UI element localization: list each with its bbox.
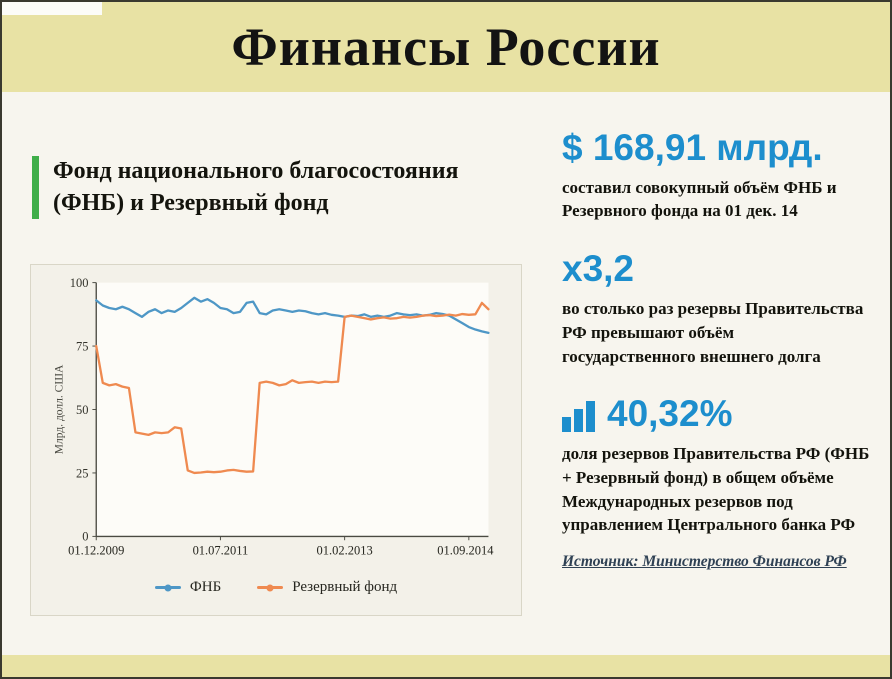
svg-text:50: 50 (76, 403, 88, 417)
svg-text:01.09.2014: 01.09.2014 (437, 544, 494, 558)
svg-text:100: 100 (70, 276, 89, 290)
bar-chart-icon (562, 401, 595, 435)
legend-marker-reserve-icon (257, 586, 284, 589)
stat-multiplier-value: х3,2 (562, 248, 635, 290)
legend-item-reserve: Резервный фонд (257, 579, 397, 596)
source-link[interactable]: Источник: Министерство Финансов РФ (562, 553, 847, 571)
corner-decoration (2, 2, 102, 15)
stat-total-volume: $ 168,91 млрд. составил совокупный объём… (562, 127, 870, 223)
stat-multiplier: х3,2 во столько раз резервы Правительств… (562, 249, 870, 368)
legend-marker-fnb-icon (154, 586, 181, 589)
stat-multiplier-caption: во столько раз резервы Правительства РФ … (562, 298, 864, 366)
svg-text:0: 0 (82, 530, 88, 544)
page-title: Финансы России (231, 17, 661, 77)
svg-text:75: 75 (76, 339, 88, 353)
section-heading: Фонд национального благосостояния (ФНБ) … (32, 155, 530, 220)
legend-item-fnb: ФНБ (154, 579, 222, 596)
stat-reserve-share-row: 40,32% (562, 394, 870, 435)
chart-legend: ФНБ Резервный фонд (31, 579, 521, 596)
svg-text:01.07.2011: 01.07.2011 (193, 544, 249, 558)
legend-label-fnb: ФНБ (189, 579, 222, 595)
svg-text:01.12.2009: 01.12.2009 (68, 544, 124, 558)
stat-total-volume-caption: составил совокупный объём ФНБ и Резервно… (562, 177, 837, 221)
stats-column: $ 168,91 млрд. составил совокупный объём… (562, 127, 870, 571)
stat-reserve-share: 40,32% доля резервов Правительства РФ (Ф… (562, 394, 870, 537)
svg-text:25: 25 (76, 466, 88, 480)
header-band: Финансы России (2, 2, 890, 92)
chart-panel: 0 25 50 75 100 01.12.2009 01.07.2011 01.02.2013… (30, 264, 522, 616)
legend-label-reserve: Резервный фонд (292, 579, 398, 595)
stat-reserve-share-value: 40,32% (607, 393, 733, 435)
footer-band (2, 655, 890, 677)
stat-total-volume-value: $ 168,91 млрд. (562, 127, 823, 168)
stat-reserve-share-caption: доля резервов Правительства РФ (ФНБ + Ре… (562, 444, 870, 535)
line-chart: 0 25 50 75 100 01.12.2009 01.07.2011 01.02.2013… (54, 276, 495, 558)
svg-text:01.02.2013: 01.02.2013 (317, 544, 373, 558)
svg-text:Млрд. долл. США: Млрд. долл. США (54, 364, 66, 454)
